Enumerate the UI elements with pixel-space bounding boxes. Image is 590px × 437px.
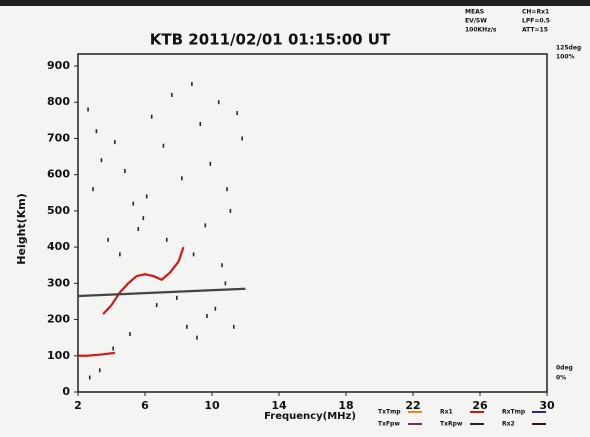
echo-point bbox=[186, 324, 188, 329]
x-axis-label: Frequency(MHz) bbox=[264, 411, 356, 422]
info-text: ATT=15 bbox=[522, 27, 548, 34]
y-tick-label: 800 bbox=[47, 95, 70, 108]
echo-point bbox=[229, 208, 232, 213]
echo-point bbox=[236, 111, 238, 116]
right-label: 100% bbox=[556, 54, 575, 61]
echo-point bbox=[232, 324, 235, 329]
echo-point bbox=[192, 252, 195, 257]
echo-point bbox=[98, 368, 101, 373]
y-tick-label: 300 bbox=[47, 276, 70, 289]
echo-point bbox=[124, 169, 126, 174]
echo-point bbox=[87, 107, 89, 112]
echo-point bbox=[145, 194, 148, 199]
info-text: CH=Rx1 bbox=[522, 9, 549, 16]
right-label: 125deg bbox=[556, 45, 581, 52]
echo-point bbox=[100, 158, 103, 163]
legend-label: Rx2 bbox=[502, 421, 515, 428]
echo-point bbox=[165, 237, 168, 242]
y-tick-label: 500 bbox=[47, 204, 70, 217]
x-tick-label: 14 bbox=[271, 399, 287, 412]
echo-point bbox=[155, 303, 158, 308]
trace-line bbox=[102, 246, 185, 315]
y-tick-label: 400 bbox=[47, 240, 70, 253]
echo-point bbox=[92, 187, 94, 192]
y-tick-label: 900 bbox=[47, 59, 70, 72]
x-tick-label: 2 bbox=[74, 399, 82, 412]
right-label: 0deg bbox=[556, 365, 573, 372]
echo-point bbox=[171, 92, 173, 97]
echo-point bbox=[137, 227, 140, 231]
y-axis-label: Height(Km) bbox=[15, 193, 28, 264]
echo-point bbox=[95, 129, 98, 134]
y-tick-label: 700 bbox=[47, 131, 70, 144]
legend-label: TxTmp bbox=[378, 409, 401, 416]
trace-line bbox=[78, 351, 115, 357]
echo-point bbox=[214, 306, 217, 311]
y-tick-label: 600 bbox=[47, 168, 70, 181]
echo-point bbox=[176, 295, 178, 300]
y-tick-label: 200 bbox=[47, 313, 70, 326]
x-tick-label: 6 bbox=[141, 399, 149, 412]
x-tick-label: 22 bbox=[405, 399, 420, 412]
x-tick-label: 18 bbox=[338, 399, 353, 412]
chart-title: KTB 2011/02/01 01:15:00 UT bbox=[150, 31, 391, 49]
plot-frame bbox=[77, 53, 548, 393]
y-tick-label: 100 bbox=[47, 349, 70, 362]
echo-point bbox=[181, 176, 183, 181]
legend-label: TxFpw bbox=[378, 421, 400, 428]
info-text: LPF=0.5 bbox=[522, 18, 550, 25]
echo-point bbox=[221, 263, 223, 268]
echo-point bbox=[217, 100, 220, 105]
info-text: 100KHz/s bbox=[465, 27, 497, 34]
echo-point bbox=[129, 332, 131, 337]
y-tick-label: 0 bbox=[62, 385, 70, 398]
legend-label: RxTmp bbox=[502, 409, 526, 416]
echo-point bbox=[162, 143, 165, 148]
top-edge bbox=[0, 0, 590, 6]
x-tick-label: 10 bbox=[204, 399, 220, 412]
echo-point bbox=[191, 82, 193, 87]
echo-point bbox=[114, 140, 116, 145]
x-tick-label: 30 bbox=[539, 399, 555, 412]
echo-point bbox=[132, 201, 135, 206]
echo-point bbox=[241, 136, 243, 141]
echo-point bbox=[150, 114, 153, 119]
echo-point bbox=[112, 346, 114, 351]
x-tick-label: 26 bbox=[472, 399, 488, 412]
echo-point bbox=[209, 161, 212, 166]
echo-point bbox=[204, 223, 207, 228]
echo-point bbox=[199, 121, 202, 126]
echo-point bbox=[224, 281, 227, 286]
right-label: 0% bbox=[556, 375, 566, 382]
info-text: EV/SW bbox=[465, 18, 487, 25]
trace-line bbox=[77, 287, 246, 298]
echo-point bbox=[196, 335, 198, 340]
info-text: MEAS bbox=[465, 9, 484, 16]
echo-point bbox=[226, 187, 228, 192]
echo-point bbox=[107, 237, 109, 242]
echo-point bbox=[142, 216, 145, 221]
echo-point bbox=[88, 375, 91, 380]
legend-label: TxRpw bbox=[440, 421, 463, 428]
legend-label: Rx1 bbox=[440, 409, 453, 416]
echo-point bbox=[119, 252, 121, 257]
echo-point bbox=[206, 313, 208, 318]
